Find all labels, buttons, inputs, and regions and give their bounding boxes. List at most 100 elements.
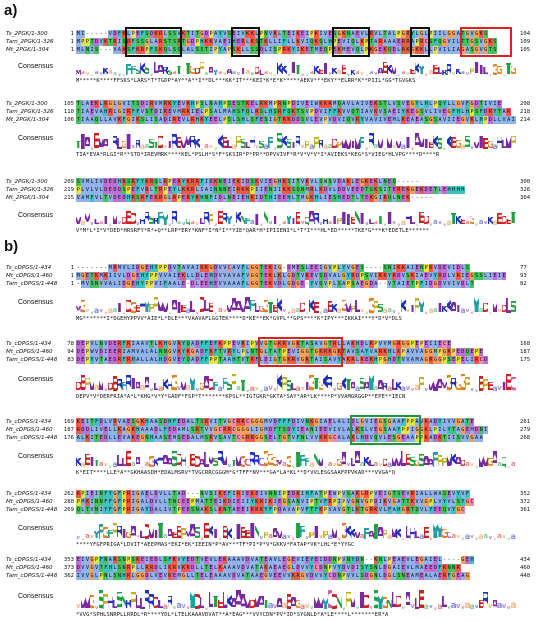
residue: E	[108, 186, 113, 194]
residue: D	[245, 556, 250, 564]
logo-glyph: v	[94, 606, 99, 610]
logo-glyph: a	[295, 308, 301, 314]
logo-column: a	[438, 604, 443, 610]
logo-glyph: v	[489, 311, 492, 314]
residue: F	[227, 490, 232, 498]
logo-glyph: G	[488, 141, 493, 150]
logo-glyph: L	[117, 138, 122, 150]
residue: N	[144, 434, 150, 442]
logo-glyph: v	[304, 604, 310, 610]
logo-column: a	[323, 144, 328, 150]
logo-glyph: N	[387, 600, 392, 610]
residue: L	[89, 426, 95, 434]
residue: F	[117, 30, 122, 38]
logo-column: P	[85, 378, 90, 392]
residue: F	[199, 340, 205, 348]
logo-glyph: V	[355, 134, 360, 150]
residue: Y	[181, 348, 186, 356]
residue: V	[185, 264, 191, 272]
logo-column: P	[264, 532, 269, 540]
residue: V	[382, 340, 388, 348]
residue: K	[268, 498, 273, 506]
logo-glyph: v	[117, 221, 122, 226]
residue: G	[254, 272, 260, 280]
logo-column: I	[103, 216, 108, 226]
logo-glyph: a	[309, 461, 315, 468]
residue: S	[227, 100, 232, 108]
logo-column: S	[117, 592, 122, 610]
residue: A	[314, 356, 319, 364]
residue: -	[410, 195, 415, 201]
logo-column: a	[323, 308, 328, 314]
logo-column: A	[277, 598, 282, 610]
residue: K	[369, 194, 374, 202]
logo-glyph: v	[172, 606, 177, 610]
residue: G	[460, 46, 466, 54]
residue: K	[300, 46, 305, 54]
logo-glyph: v	[260, 388, 263, 392]
residue: A	[304, 340, 310, 348]
logo-column: a	[461, 71, 466, 76]
residue: I	[451, 46, 456, 54]
residue: T	[153, 186, 159, 194]
logo-glyph: a	[359, 462, 365, 468]
residue: N	[268, 186, 273, 194]
residue: D	[112, 194, 118, 202]
logo-column: v	[474, 465, 479, 468]
residue: T	[217, 356, 223, 364]
residue: R	[172, 194, 177, 202]
logo-column: v	[195, 311, 200, 314]
residue: A	[126, 348, 131, 356]
residue: F	[282, 418, 287, 426]
logo-glyph: G	[273, 457, 278, 468]
logo-glyph: P	[350, 306, 356, 314]
residue: E	[350, 186, 356, 194]
logo-column: R	[328, 377, 333, 392]
logo-column: S	[145, 66, 150, 76]
residue: K	[167, 572, 173, 580]
residue: K	[318, 100, 324, 108]
residue: Y	[153, 264, 159, 272]
logo-column: v	[300, 387, 305, 392]
residue: K	[423, 418, 429, 426]
residue: H	[268, 194, 273, 202]
logo-column: v	[396, 223, 401, 226]
residue: D	[153, 564, 159, 572]
residue: G	[167, 356, 173, 364]
residue: E	[286, 348, 292, 356]
residue: V	[181, 116, 186, 124]
residue: I	[245, 506, 250, 514]
residue: E	[410, 108, 415, 116]
logo-column: L	[506, 298, 511, 314]
logo-column: V	[392, 526, 397, 540]
logo-column: G	[190, 66, 195, 76]
logo-column: R	[145, 590, 150, 610]
logo-glyph: v	[405, 386, 411, 392]
logo-column: R	[369, 133, 374, 150]
residue: T	[410, 280, 415, 288]
sequence-row: Tam_cDPGS/1-448 1- M V S N V V A L I D G E H Y P P V I F A A L E…	[0, 280, 550, 288]
sequence-end-position: 434	[520, 557, 531, 563]
residue: R	[130, 194, 136, 202]
logo-column: A	[163, 455, 168, 468]
logo-glyph: A	[232, 598, 237, 610]
logo-glyph: a	[437, 603, 443, 610]
residue: L	[304, 264, 310, 272]
residue: F	[208, 194, 214, 202]
sequence-start-position: 1	[70, 281, 74, 287]
logo-glyph: T	[378, 215, 383, 226]
logo-glyph: v	[268, 386, 273, 392]
residue: D	[396, 272, 402, 280]
logo-glyph: K	[277, 374, 282, 392]
residue: N	[195, 506, 200, 514]
residue: D	[455, 264, 461, 272]
logo-glyph: a	[478, 308, 484, 314]
logo-column: D	[177, 454, 182, 468]
residue: G	[240, 434, 246, 442]
residue: A	[391, 426, 397, 434]
motif-highlight-box	[230, 27, 261, 57]
residue: T	[465, 38, 470, 46]
logo-glyph: S	[241, 139, 246, 150]
residue: F	[204, 356, 209, 364]
residue: -	[365, 265, 369, 271]
